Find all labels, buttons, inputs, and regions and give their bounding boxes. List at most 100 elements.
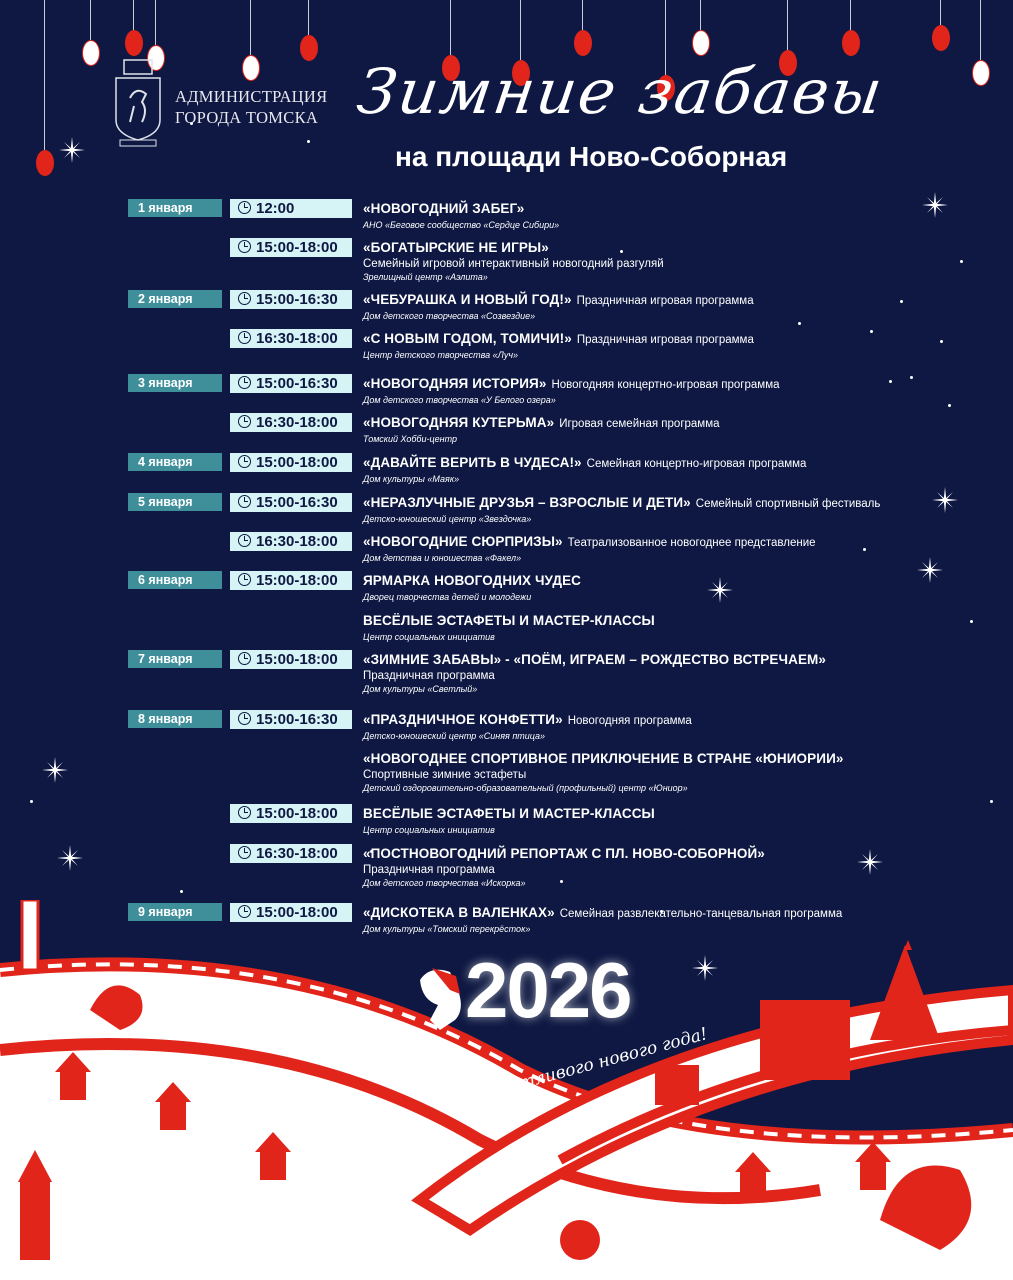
event-subtitle: Праздничная программа [363,864,495,876]
event-item: «БОГАТЫРСКИЕ НЕ ИГРЫ» Семейный игровой ин… [363,239,664,282]
time-label: 16:30-18:00 [230,329,352,348]
page-title: Зимние забавы [352,55,889,128]
clock-icon [238,292,251,305]
time-label: 16:30-18:00 [230,532,352,551]
ornament-string [155,0,156,45]
star-dot [250,60,253,63]
event-item: ВЕСЁЛЫЕ ЭСТАФЕТЫ И МАСТЕР-КЛАССЫ Центр со… [363,612,655,642]
star-dot [948,404,951,407]
event-item: «НОВОГОДНИЕ СЮРПРИЗЫ» Театрализованное но… [363,533,816,563]
year-2026-logo: 2026 [465,946,633,1034]
ornament-ball-icon [512,60,530,86]
event-subtitle: Праздничная программа [363,670,495,682]
event-title: «ДИСКОТЕКА В ВАЛЕНКАХ» [363,905,555,920]
folk-art-landscape-illustration [0,900,1013,1280]
event-item: «НОВОГОДНЯЯ КУТЕРЬМА» Игровая семейная пр… [363,414,720,444]
event-title: «НОВОГОДНЕЕ СПОРТИВНОЕ ПРИКЛЮЧЕНИЕ В СТР… [363,751,844,766]
event-organizer: Центр социальных инициатив [363,632,495,642]
ornament-ball-icon [36,150,54,176]
time-text: 15:00-16:30 [256,494,338,511]
event-title: «НОВОГОДНЯЯ ИСТОРИЯ» [363,376,547,391]
event-title: «БОГАТЫРСКИЕ НЕ ИГРЫ» [363,240,549,255]
ornament-string [665,0,666,75]
clock-icon [238,806,251,819]
time-text: 15:00-16:30 [256,375,338,392]
ornament-string [582,0,583,30]
sparkle-star-icon [692,955,718,981]
event-organizer: Детский оздоровительно-образовательный (… [363,783,688,793]
event-organizer: Дом культуры «Маяк» [363,474,460,484]
event-organizer: Детско-юношеский центр «Синяя птица» [363,731,546,741]
event-item: «ЗИМНИЕ ЗАБАВЫ» - «ПОЁМ, ИГРАЕМ – РОЖДЕС… [363,651,826,694]
time-label: 12:00 [230,199,352,218]
time-label: 15:00-16:30 [230,374,352,393]
org-line-1: АДМИНИСТРАЦИЯ [175,87,328,106]
star-dot [370,850,373,853]
time-text: 16:30-18:00 [256,533,338,550]
event-organizer: АНО «Беговое сообщество «Сердце Сибири» [363,220,560,230]
ornament-string [520,0,521,60]
event-item: «НЕРАЗЛУЧНЫЕ ДРУЗЬЯ – ВЗРОСЛЫЕ И ДЕТИ» Се… [363,494,880,524]
ornament-ball-icon [125,30,143,56]
star-dot [863,548,866,551]
event-subtitle: Спортивные зимние эстафеты [363,769,527,781]
time-text: 15:00-18:00 [256,805,338,822]
ornament-string [44,0,45,150]
time-text: 15:00-18:00 [256,454,338,471]
ornament-string [700,0,701,30]
event-item: ВЕСЁЛЫЕ ЭСТАФЕТЫ И МАСТЕР-КЛАССЫ Центр со… [363,805,655,835]
clock-icon [238,495,251,508]
ornament-string [850,0,851,30]
organization-name: АДМИНИСТРАЦИЯ ГОРОДА ТОМСКА [175,86,327,128]
clock-icon [238,201,251,214]
event-item: «ДИСКОТЕКА В ВАЛЕНКАХ» Семейная развлекат… [363,904,842,934]
event-title: «НОВОГОДНИЕ СЮРПРИЗЫ» [363,534,563,549]
time-label: 15:00-18:00 [230,238,352,257]
clock-icon [238,905,251,918]
date-label: 8 января [128,710,222,728]
time-label: 15:00-16:30 [230,290,352,309]
event-description: Новогодняя концертно-игровая программа [551,379,780,391]
event-description: Праздничная игровая программа [576,334,754,346]
sparkle-star-icon [707,577,733,603]
sparkle-star-icon [857,849,883,875]
clock-icon [238,415,251,428]
event-title: «НЕРАЗЛУЧНЫЕ ДРУЗЬЯ – ВЗРОСЛЫЕ И ДЕТИ» [363,495,691,510]
date-label: 2 января [128,290,222,308]
time-text: 15:00-18:00 [256,651,338,668]
star-dot [990,800,993,803]
star-dot [620,250,623,253]
sparkle-star-icon [922,192,948,218]
event-organizer: Дом культуры «Томский перекрёсток» [363,924,531,934]
ornament-string [940,0,941,25]
time-label: 15:00-18:00 [230,804,352,823]
time-text: 15:00-18:00 [256,239,338,256]
time-label: 16:30-18:00 [230,413,352,432]
horse-icon [420,968,461,1030]
clock-icon [238,846,251,859]
ornament-ball-icon [574,30,592,56]
event-title: ЯРМАРКА НОВОГОДНИХ ЧУДЕС [363,573,582,588]
star-dot [870,330,873,333]
ornament-string [133,0,134,30]
page-subtitle: на площади Ново-Соборная [395,141,788,172]
event-description: Семейная концертно-игровая программа [586,458,807,470]
event-description: Семейная развлекательно-танцевальная про… [559,908,843,920]
event-title: «НОВОГОДНИЙ ЗАБЕГ» [363,201,525,216]
event-item: «ПРАЗДНИЧНОЕ КОНФЕТТИ» Новогодняя програм… [363,711,692,741]
clock-icon [238,534,251,547]
event-title: «ЗИМНИЕ ЗАБАВЫ» - «ПОЁМ, ИГРАЕМ – РОЖДЕС… [363,652,827,667]
date-label: 5 января [128,493,222,511]
event-organizer: Зрелищный центр «Аэлита» [363,272,488,282]
event-item: «НОВОГОДНЕЕ СПОРТИВНОЕ ПРИКЛЮЧЕНИЕ В СТР… [363,750,843,793]
date-label: 7 января [128,650,222,668]
star-dot [900,300,903,303]
time-label: 15:00-18:00 [230,650,352,669]
event-item: «НОВОГОДНИЙ ЗАБЕГ» АНО «Беговое сообществ… [363,200,559,230]
time-text: 15:00-16:30 [256,711,338,728]
event-organizer: Дом детского творчества «Искорка» [363,878,526,888]
date-label: 9 января [128,903,222,921]
date-label: 6 января [128,571,222,589]
time-label: 15:00-16:30 [230,493,352,512]
star-dot [889,380,892,383]
